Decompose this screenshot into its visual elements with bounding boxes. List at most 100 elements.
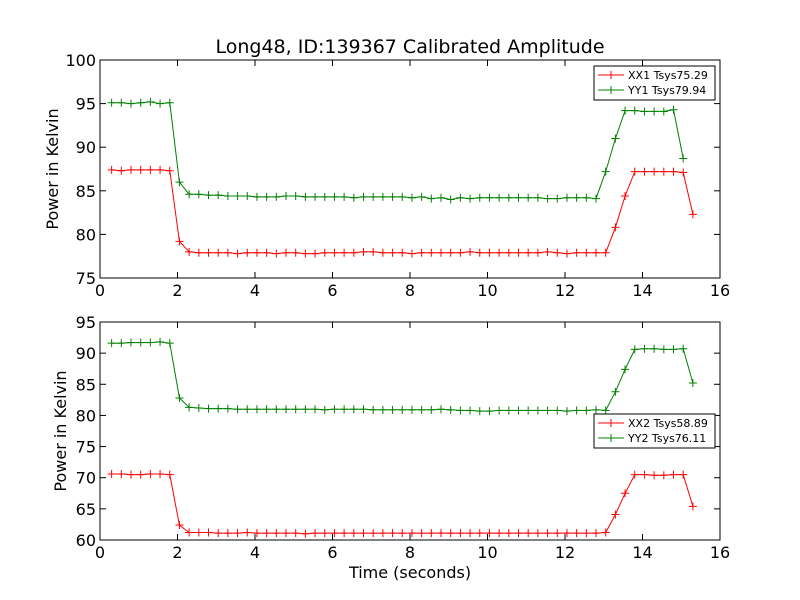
data-point — [175, 393, 184, 402]
data-point — [417, 192, 426, 201]
data-point — [262, 192, 271, 201]
data-point — [572, 193, 581, 202]
data-point — [378, 192, 387, 201]
data-point — [165, 470, 174, 479]
data-point — [630, 345, 639, 354]
data-point — [349, 193, 358, 202]
data-point — [252, 405, 261, 414]
data-point — [388, 405, 397, 414]
y-tick-label: 75 — [76, 438, 96, 457]
data-point — [417, 529, 426, 538]
x-tick-label: 4 — [250, 281, 260, 300]
x-tick-label: 8 — [405, 281, 415, 300]
y-axis-label: Power in Kelvin — [51, 370, 70, 491]
data-point — [214, 248, 223, 257]
data-point — [485, 529, 494, 538]
data-point — [330, 405, 339, 414]
data-point — [475, 529, 484, 538]
data-point — [243, 405, 252, 414]
data-point — [165, 98, 174, 107]
data-point — [466, 194, 475, 203]
y-tick-label: 70 — [76, 469, 96, 488]
data-point — [504, 529, 513, 538]
data-point — [669, 345, 678, 354]
data-point — [398, 405, 407, 414]
data-point — [466, 529, 475, 538]
data-point — [630, 470, 639, 479]
data-point — [640, 470, 649, 479]
data-point — [330, 192, 339, 201]
data-point — [611, 387, 620, 396]
data-point — [282, 248, 290, 257]
data-point — [640, 167, 649, 176]
data-point — [601, 167, 610, 176]
data-point — [417, 405, 426, 414]
x-tick-label: 6 — [327, 543, 337, 562]
data-point — [262, 529, 271, 538]
data-point — [204, 191, 213, 200]
data-point — [524, 193, 533, 202]
data-point — [659, 167, 668, 176]
data-point — [175, 237, 184, 246]
data-point — [553, 248, 562, 257]
data-point — [301, 405, 310, 414]
data-point — [446, 248, 455, 257]
data-point — [466, 247, 475, 256]
data-point — [495, 529, 504, 538]
data-point — [340, 248, 349, 257]
legend-box — [593, 413, 716, 449]
data-point — [572, 529, 581, 538]
data-point — [291, 405, 300, 414]
data-point — [407, 529, 416, 538]
data-point — [630, 106, 639, 115]
data-point — [437, 248, 445, 257]
data-point — [553, 194, 562, 203]
data-point — [223, 248, 232, 257]
data-point — [165, 339, 174, 348]
data-point — [291, 192, 300, 201]
data-point — [107, 339, 116, 348]
data-point — [475, 407, 484, 416]
x-tick-label: 14 — [632, 281, 652, 300]
data-point — [369, 247, 378, 256]
y-tick-label: 60 — [76, 531, 96, 550]
data-point — [369, 405, 378, 414]
data-point — [562, 407, 571, 416]
legend-label: XX2 Tsys58.89 — [628, 417, 708, 430]
x-tick-label: 2 — [172, 543, 182, 562]
data-point — [688, 502, 697, 511]
data-point — [214, 529, 223, 538]
data-point — [311, 405, 320, 414]
data-point — [679, 470, 688, 479]
data-point — [107, 469, 116, 478]
data-point — [417, 248, 426, 257]
data-point — [156, 469, 165, 478]
data-point — [204, 248, 213, 257]
data-point — [136, 165, 145, 174]
data-point — [127, 470, 135, 479]
data-point — [388, 248, 397, 257]
data-point — [117, 166, 126, 175]
data-point — [223, 192, 232, 201]
data-point — [533, 193, 542, 202]
data-point — [359, 529, 368, 538]
x-tick-label: 12 — [555, 543, 575, 562]
data-point — [136, 98, 145, 107]
data-point — [185, 190, 194, 199]
data-point — [311, 249, 320, 258]
data-point — [175, 521, 184, 530]
data-point — [679, 154, 688, 163]
data-point — [272, 529, 281, 538]
data-point — [485, 193, 494, 202]
legend-label: XX1 Tsys75.29 — [628, 69, 708, 82]
data-point — [437, 405, 445, 414]
data-point — [485, 407, 494, 416]
data-point — [107, 165, 116, 174]
chart-title: Long48, ID:139367 Calibrated Amplitude — [215, 36, 604, 58]
data-point — [446, 405, 455, 414]
data-point — [475, 193, 484, 202]
data-point — [340, 192, 349, 201]
data-point — [650, 167, 659, 176]
data-point — [146, 97, 155, 106]
data-point — [611, 510, 620, 519]
